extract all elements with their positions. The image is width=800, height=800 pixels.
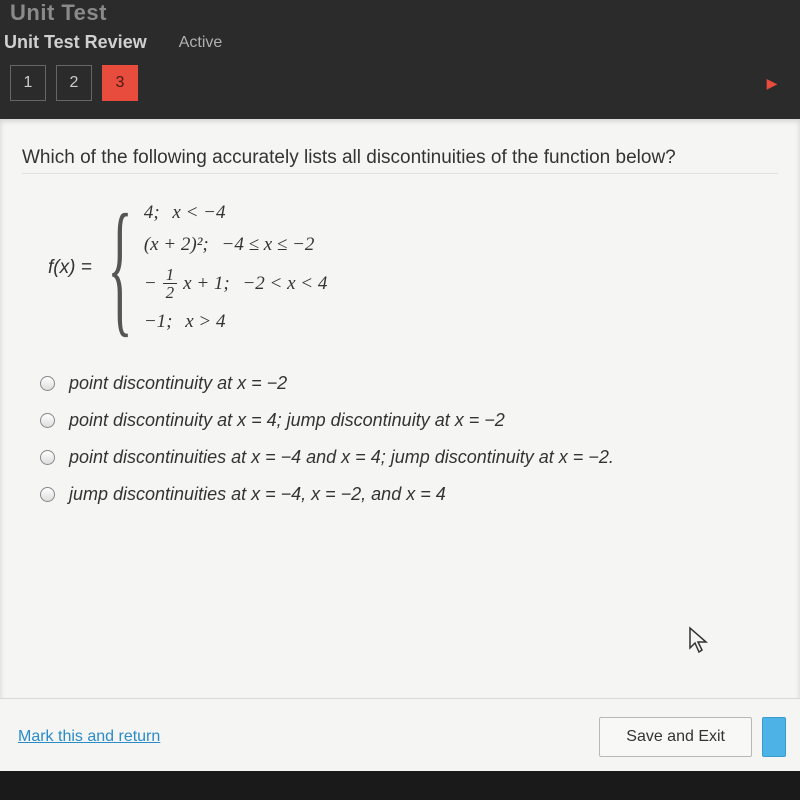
- radio-icon[interactable]: [40, 450, 55, 465]
- piece-4-val: −1;: [144, 311, 173, 333]
- fx-label: f(x) =: [48, 257, 92, 279]
- option-a[interactable]: point discontinuity at x = −2: [40, 365, 778, 402]
- option-d-text: jump discontinuities at x = −4, x = −2, …: [69, 484, 446, 505]
- piece-3-post: x + 1;: [183, 273, 230, 295]
- function-pieces: 4; x < −4 (x + 2)²; −4 ≤ x ≤ −2 − 1 2 x …: [144, 202, 328, 333]
- piece-3-cond: −2 < x < 4: [242, 273, 327, 295]
- content-panel: Which of the following accurately lists …: [0, 119, 800, 771]
- fraction-icon: 1 2: [163, 266, 178, 301]
- header-bar: Unit Test Unit Test Review Active 1 2 3 …: [0, 0, 800, 119]
- piece-2-val: (x + 2)²;: [144, 234, 209, 256]
- piece-1-cond: x < −4: [172, 202, 225, 224]
- nav-item-1[interactable]: 1: [10, 65, 46, 101]
- next-arrow-icon[interactable]: ▶: [754, 65, 790, 101]
- piece-3-pre: −: [144, 273, 157, 295]
- option-c[interactable]: point discontinuities at x = −4 and x = …: [40, 439, 778, 476]
- page-title-cut: Unit Test: [0, 0, 800, 28]
- piece-2-cond: −4 ≤ x ≤ −2: [222, 234, 315, 256]
- option-b[interactable]: point discontinuity at x = 4; jump disco…: [40, 402, 778, 439]
- mark-return-link[interactable]: Mark this and return: [18, 728, 160, 746]
- frac-den: 2: [163, 284, 178, 301]
- nav-item-2[interactable]: 2: [56, 65, 92, 101]
- radio-icon[interactable]: [40, 413, 55, 428]
- piece-2: (x + 2)²; −4 ≤ x ≤ −2: [144, 234, 328, 256]
- option-d[interactable]: jump discontinuities at x = −4, x = −2, …: [40, 476, 778, 513]
- cursor-icon: [688, 626, 710, 661]
- left-brace-icon: {: [107, 200, 132, 335]
- next-button-stub[interactable]: [762, 717, 786, 757]
- subheader: Unit Test Review Active: [0, 28, 800, 65]
- piecewise-function: f(x) = { 4; x < −4 (x + 2)²; −4 ≤ x ≤ −2…: [48, 200, 778, 335]
- nav-item-3[interactable]: 3: [102, 65, 138, 101]
- piece-1-val: 4;: [144, 202, 160, 224]
- piece-1: 4; x < −4: [144, 202, 328, 224]
- radio-icon[interactable]: [40, 376, 55, 391]
- footer-bar: Mark this and return Save and Exit: [0, 698, 800, 771]
- frac-num: 1: [163, 266, 178, 284]
- option-c-text: point discontinuities at x = −4 and x = …: [69, 447, 614, 468]
- review-label: Unit Test Review: [4, 32, 147, 53]
- question-prompt: Which of the following accurately lists …: [22, 147, 778, 174]
- footer-buttons: Save and Exit: [599, 717, 786, 757]
- answer-options: point discontinuity at x = −2 point disc…: [40, 365, 778, 513]
- active-label: Active: [179, 34, 223, 52]
- piece-4-cond: x > 4: [185, 311, 225, 333]
- radio-icon[interactable]: [40, 487, 55, 502]
- piece-4: −1; x > 4: [144, 311, 328, 333]
- option-a-text: point discontinuity at x = −2: [69, 373, 287, 394]
- piece-3: − 1 2 x + 1; −2 < x < 4: [144, 266, 328, 301]
- question-nav: 1 2 3 ▶: [0, 65, 800, 119]
- save-exit-button[interactable]: Save and Exit: [599, 717, 752, 757]
- option-b-text: point discontinuity at x = 4; jump disco…: [69, 410, 505, 431]
